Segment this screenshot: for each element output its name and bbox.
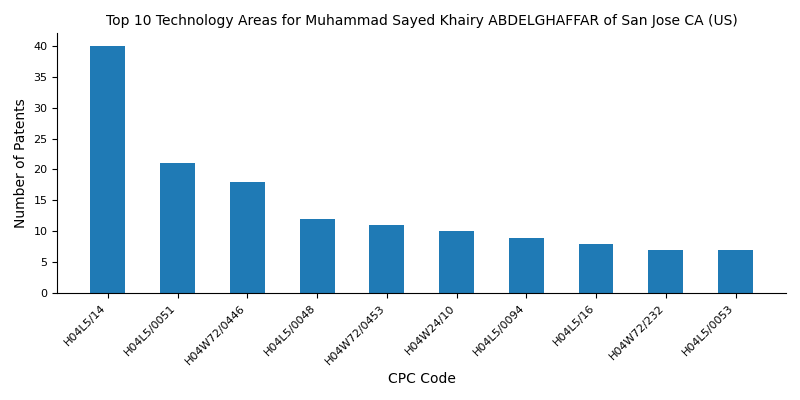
Bar (300, 219, 334, 293)
Bar (230, 182, 265, 293)
Y-axis label: Number of Patents: Number of Patents (14, 98, 28, 228)
Bar (370, 225, 404, 293)
Bar (718, 250, 753, 293)
X-axis label: CPC Code: CPC Code (388, 372, 456, 386)
Bar (648, 250, 683, 293)
Bar (90, 46, 126, 293)
Bar (509, 238, 544, 293)
Title: Top 10 Technology Areas for Muhammad Sayed Khairy ABDELGHAFFAR of San Jose CA (U: Top 10 Technology Areas for Muhammad Say… (106, 14, 738, 28)
Bar (578, 244, 614, 293)
Bar (160, 163, 195, 293)
Bar (439, 232, 474, 293)
